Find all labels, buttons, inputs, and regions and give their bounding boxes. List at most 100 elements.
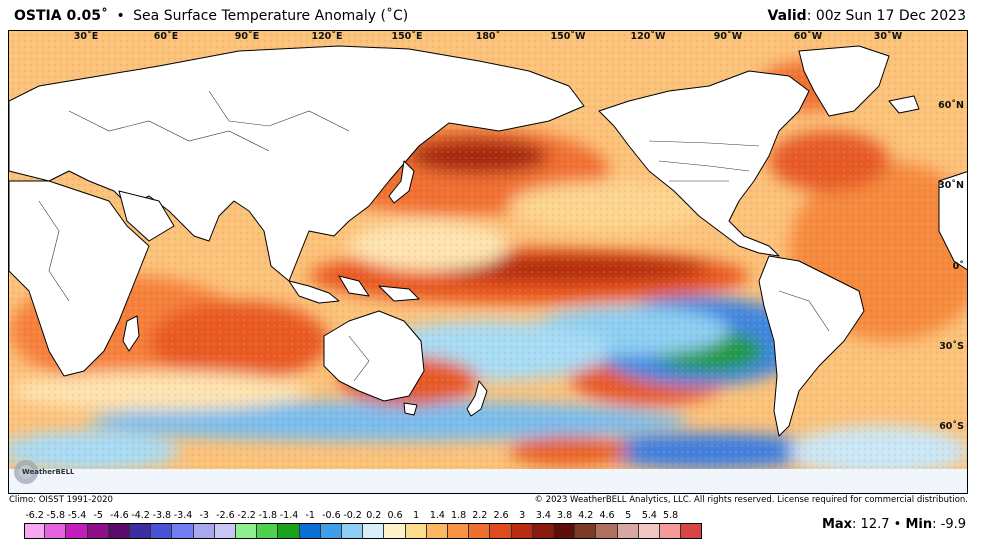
colorbar-swatch	[257, 523, 279, 538]
lon-label-150w: 150˚W	[550, 31, 586, 42]
colorbar-tick-label: -1.8	[258, 510, 278, 521]
colorbar-tick-label: -2.2	[237, 510, 256, 521]
map-title: OSTIA 0.05˚ • Sea Surface Temperature An…	[14, 8, 408, 24]
lon-label-120e: 120˚E	[311, 31, 343, 42]
max-min-stats: Max: 12.7 • Min: -9.9	[822, 517, 966, 532]
colorbar-tick-label: -5.8	[46, 510, 66, 521]
lon-label-30w: 30˚W	[873, 31, 903, 42]
colorbar-swatch	[511, 523, 533, 538]
colorbar-swatch	[448, 523, 470, 538]
colorbar-swatch	[596, 523, 618, 538]
colorbar-tick-label: 1	[413, 510, 420, 521]
weatherbell-logo: WeatherBELL	[12, 456, 75, 488]
colorbar-tick-label: -0.2	[343, 510, 362, 521]
max-label: Max	[821, 517, 853, 532]
colorbar-tick-label: -4.2	[131, 510, 150, 521]
country-borders	[38, 90, 830, 382]
colorbar-swatch	[532, 523, 554, 538]
colorbar-swatch	[214, 523, 236, 538]
lon-label-60w: 60˚W	[793, 31, 823, 42]
valid-value: : 00z Sun 17 Dec 2023	[806, 8, 966, 24]
lat-label-60s: 60˚S	[939, 421, 964, 432]
lon-label-30e: 30˚E	[73, 31, 99, 42]
colorbar-tick-label: -3.8	[152, 510, 172, 521]
colorbar-swatch	[172, 523, 194, 538]
colorbar-swatch	[236, 523, 258, 538]
colorbar-tick-label: 5.8	[663, 510, 679, 521]
colorbar-tick-label: 3.4	[535, 510, 551, 521]
map-header: OSTIA 0.05˚ • Sea Surface Temperature An…	[0, 0, 984, 30]
lon-label-60e: 60˚E	[153, 31, 179, 42]
lon-label-180: 180˚	[475, 31, 501, 42]
colorbar-tick-label: 3.8	[557, 510, 573, 521]
colorbar-legend: Max: 12.7 • Min: -9.9 -6.2 -5.8 -5.4 -5 -4.6…	[0, 508, 984, 546]
colorbar-tick-label: 4.6	[599, 510, 615, 521]
colorbar-swatch	[320, 523, 342, 538]
colorbar-tick-label: 5.4	[641, 510, 657, 521]
colorbar-swatch	[130, 523, 152, 538]
lon-label-120w: 120˚W	[630, 31, 666, 42]
colorbar-swatch	[66, 523, 88, 538]
colorbar-tick-label: -2.6	[216, 510, 235, 521]
colorbar-swatch	[405, 523, 427, 538]
sst-anomaly-map	[8, 30, 968, 494]
colorbar-tick-label: -5.4	[67, 510, 87, 521]
colorbar-swatch	[87, 523, 109, 538]
colorbar-tick-label: 4.2	[578, 510, 594, 521]
colorbar-swatch	[193, 523, 215, 538]
colorbar-swatch	[554, 523, 576, 538]
colorbar-tick-label: 0.2	[366, 510, 382, 521]
colorbar-tick-label: 5	[625, 510, 632, 521]
colorbar-swatch	[342, 523, 364, 538]
variable-title: Sea Surface Temperature Anomaly (˚C)	[133, 8, 409, 24]
colorbar-tick-label: -1.4	[279, 510, 299, 521]
colorbar-swatch	[426, 523, 448, 538]
colorbar-tick-label: 1.8	[451, 510, 467, 521]
map-canvas	[9, 31, 967, 493]
antarctic-ice	[9, 469, 967, 493]
colorbar-swatch	[660, 523, 682, 538]
colorbar-tick-label: 3	[519, 510, 526, 521]
colorbar-swatch	[617, 523, 639, 538]
lon-label-90w: 90˚W	[713, 31, 743, 42]
lat-label-0: 0˚	[952, 261, 964, 272]
logo-text: WeatherBELL	[22, 468, 74, 476]
colorbar-swatch	[278, 523, 300, 538]
colorbar-swatch	[469, 523, 491, 538]
colorbar-swatch	[384, 523, 406, 538]
map-footer: Climo: OISST 1991-2020 © 2023 WeatherBEL…	[0, 494, 984, 508]
min-value: : -9.9	[932, 517, 966, 532]
climo-note: Climo: OISST 1991-2020	[9, 495, 113, 505]
colorbar-swatch	[638, 523, 660, 538]
colorbar-swatch	[490, 523, 512, 538]
colorbar-swatch	[24, 523, 46, 538]
colorbar-swatch	[575, 523, 597, 538]
model-name: OSTIA 0.05˚	[14, 8, 108, 24]
land-masses	[9, 45, 967, 437]
colorbar-tick-label: -6.2	[25, 510, 44, 521]
colorbar-tick-label: -4.6	[110, 510, 129, 521]
colorbar-tick-label: -0.6	[322, 510, 341, 521]
colorbar-tick-label: 1.4	[429, 510, 445, 521]
colorbar-tick-label: -5	[93, 510, 103, 521]
colorbar-tick-label: -1	[305, 510, 315, 521]
lat-label-30s: 30˚S	[939, 341, 964, 352]
colorbar-tick-label: 0.6	[387, 510, 403, 521]
valid-label: Valid	[767, 8, 807, 24]
colorbar-frame	[24, 523, 703, 539]
lat-label-60n: 60˚N	[938, 100, 964, 111]
colorbar-tick-label: 2.6	[493, 510, 509, 521]
min-label: Min	[905, 517, 933, 532]
lat-label-30n: 30˚N	[938, 180, 964, 191]
max-value: : 12.7	[852, 517, 890, 532]
valid-time: Valid: 00z Sun 17 Dec 2023	[768, 8, 966, 24]
colorbar-tick-label: -3	[199, 510, 209, 521]
copyright-note: © 2023 WeatherBELL Analytics, LLC. All r…	[534, 495, 968, 505]
lon-label-150e: 150˚E	[391, 31, 423, 42]
title-bullet: •	[116, 8, 125, 24]
stats-separator: •	[889, 517, 906, 532]
colorbar-swatch	[299, 523, 321, 538]
colorbar-tick-label: 2.2	[472, 510, 488, 521]
colorbar-swatch	[363, 523, 385, 538]
colorbar-swatch	[108, 523, 130, 538]
